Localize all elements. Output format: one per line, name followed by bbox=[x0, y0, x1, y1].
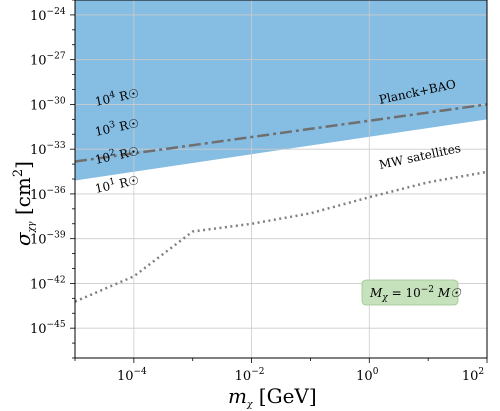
y-tick-label: 10−33 bbox=[30, 141, 66, 158]
y-tick-label: 10−30 bbox=[30, 96, 66, 113]
series-line-1 bbox=[75, 170, 487, 303]
y-tick-label: 10−27 bbox=[30, 52, 66, 69]
mass-annotation-text: Mχ = 10−2 M☉ bbox=[369, 285, 462, 303]
y-axis-label: σχγ [cm2] bbox=[11, 161, 37, 246]
series bbox=[75, 103, 487, 303]
series-line-0 bbox=[75, 103, 487, 163]
mass-annotation-box bbox=[361, 279, 459, 306]
tick-labels: 10−4 10−2 100 102 10−24 10−27 10−30 10−33 10−36 1… bbox=[30, 7, 484, 384]
band-label-1e4: 104 R☉ bbox=[94, 85, 141, 109]
grid bbox=[75, 0, 487, 358]
x-tick-label: 102 bbox=[462, 367, 484, 384]
mw-satellites-label: MW satellites bbox=[378, 141, 462, 172]
y-tick-label: 10−45 bbox=[30, 320, 66, 337]
mass-annotation: Mχ = 10−2 M☉ bbox=[361, 279, 462, 306]
band-label-1e3: 103 R☉ bbox=[94, 115, 141, 139]
band-label-1e2: 102 R☉ bbox=[94, 143, 141, 167]
band-3 bbox=[75, 0, 487, 181]
x-tick-label: 100 bbox=[356, 367, 379, 384]
band-label-1e1: 101 R☉ bbox=[94, 172, 141, 196]
ticks bbox=[70, 0, 488, 363]
y-tick-label: 10−39 bbox=[30, 231, 66, 248]
bands bbox=[75, 0, 487, 181]
x-tick-label: 10−4 bbox=[117, 367, 147, 384]
y-tick-label: 10−24 bbox=[30, 7, 66, 24]
band-labels: 104 R☉ 103 R☉ 102 R☉ 101 R☉ bbox=[94, 85, 141, 196]
x-axis-label: mχ [GeV] bbox=[228, 384, 317, 410]
x-tick-label: 10−2 bbox=[235, 367, 265, 384]
y-tick-label: 10−36 bbox=[30, 186, 66, 203]
y-tick-label: 10−42 bbox=[30, 275, 66, 292]
